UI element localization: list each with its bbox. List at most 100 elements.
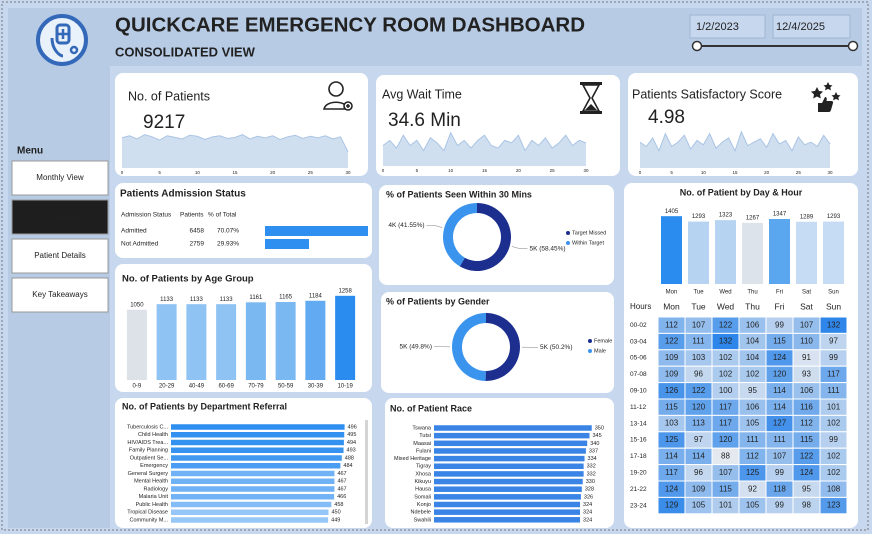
bar	[434, 455, 585, 462]
cell-label: 123	[827, 501, 841, 510]
y-tick-label: Emergency	[140, 463, 168, 469]
data-label: 1133	[190, 297, 204, 303]
bar	[265, 226, 368, 236]
data-label: 5K (49.8%)	[399, 343, 432, 350]
bar	[171, 509, 329, 515]
x-tick-label: 10	[195, 170, 201, 175]
row-label: 21-22	[630, 486, 647, 493]
cell-label: 102	[719, 353, 733, 362]
cell-label: 111	[746, 435, 759, 444]
cell-label: 92	[748, 484, 757, 493]
bar	[434, 501, 581, 508]
data-label: 5K (58.45%)	[529, 245, 565, 252]
bar	[265, 239, 310, 249]
cell-label: 116	[800, 402, 813, 411]
bar	[171, 447, 344, 453]
column-header: Mon	[663, 301, 680, 311]
cell-label: 114	[773, 402, 786, 411]
x-tick-label: 30	[583, 168, 589, 173]
x-tick-label: 15	[232, 170, 238, 175]
column-header: Patients	[180, 212, 204, 219]
menu-button[interactable]	[11, 277, 109, 313]
sparkline	[121, 134, 349, 153]
heat-cell	[819, 496, 848, 515]
legend-marker	[588, 339, 592, 343]
cell-label: 126	[665, 386, 679, 395]
donut-slice	[485, 313, 520, 381]
legend-label: Male	[594, 348, 606, 354]
data-label: 326	[584, 494, 593, 500]
y-tick-label: Maasai	[413, 441, 431, 447]
x-tick-label: 0	[382, 168, 385, 173]
x-tick-label: 40-49	[189, 384, 205, 390]
y-tick-label: Somali	[414, 494, 431, 500]
menu-button[interactable]	[11, 199, 109, 235]
bar	[245, 302, 266, 380]
table-cell: 2759	[190, 241, 205, 248]
menu-button[interactable]	[11, 238, 109, 274]
cell-label: 100	[719, 386, 733, 395]
column-header: Tue	[691, 301, 706, 311]
cell-label: 93	[802, 370, 811, 379]
table-title: Patients Admission Status	[120, 189, 246, 200]
y-tick-label: HIV/AIDS Trea...	[127, 440, 168, 446]
data-label: 449	[331, 517, 340, 523]
x-tick-label: Thu	[747, 290, 757, 296]
cell-label: 117	[719, 402, 732, 411]
donut-slice	[459, 203, 512, 272]
cell-label: 102	[827, 419, 841, 428]
cell-label: 118	[773, 484, 786, 493]
row-label: 19-20	[630, 470, 647, 477]
bar	[171, 463, 341, 469]
cell-label: 97	[694, 435, 703, 444]
bar	[171, 455, 342, 461]
cell-label: 102	[827, 468, 841, 477]
cell-label: 109	[665, 353, 679, 362]
x-tick-label: 20	[764, 170, 770, 175]
data-label: 324	[583, 510, 592, 516]
data-label: 340	[590, 441, 599, 447]
bar	[434, 478, 583, 485]
y-tick-label: Mixed Heritage	[394, 456, 431, 462]
date-end-box[interactable]	[772, 14, 851, 39]
x-tick-label: 25	[550, 168, 556, 173]
y-tick-label: Tropical Disease	[127, 510, 168, 516]
row-label: 00-02	[630, 322, 647, 329]
cell-label: 107	[692, 320, 706, 329]
date-start-box[interactable]	[689, 14, 766, 39]
x-tick-label: 20	[270, 170, 276, 175]
legend-marker	[566, 231, 570, 235]
y-tick-label: Fulani	[416, 448, 431, 454]
x-tick-label: Sun	[828, 290, 839, 296]
table-cell: 29.93%	[217, 241, 239, 248]
data-label: 496	[348, 424, 357, 430]
menu-button[interactable]	[11, 160, 109, 196]
column-header: Fri	[775, 301, 785, 311]
row-label: 17-18	[630, 453, 647, 460]
icon-hourglass	[580, 82, 602, 114]
data-label: 345	[592, 433, 601, 439]
slider-handle[interactable]	[847, 40, 859, 52]
data-label: 467	[337, 486, 346, 492]
chart-title: No. of Patient by Day & Hour	[680, 187, 803, 197]
bar	[742, 222, 763, 284]
cell-label: 124	[800, 468, 814, 477]
data-label: 1050	[130, 302, 144, 308]
column-header: Wed	[717, 301, 735, 311]
x-tick-label: 50-59	[278, 384, 294, 390]
date-start: 1/2/2023	[696, 21, 739, 33]
data-label: 330	[586, 479, 595, 485]
cell-label: 108	[827, 484, 841, 493]
cell-label: 106	[746, 320, 760, 329]
data-label: 332	[587, 471, 596, 477]
x-tick-label: 5	[670, 170, 673, 175]
cell-label: 104	[746, 337, 760, 346]
scrollbar[interactable]	[365, 420, 368, 524]
slider-handle[interactable]	[691, 40, 703, 52]
bar	[171, 501, 332, 508]
cell-label: 111	[773, 435, 786, 444]
y-tick-label: Tigray	[416, 464, 431, 470]
data-label: 1184	[309, 293, 323, 299]
y-tick-label: Xhosa	[415, 471, 432, 477]
